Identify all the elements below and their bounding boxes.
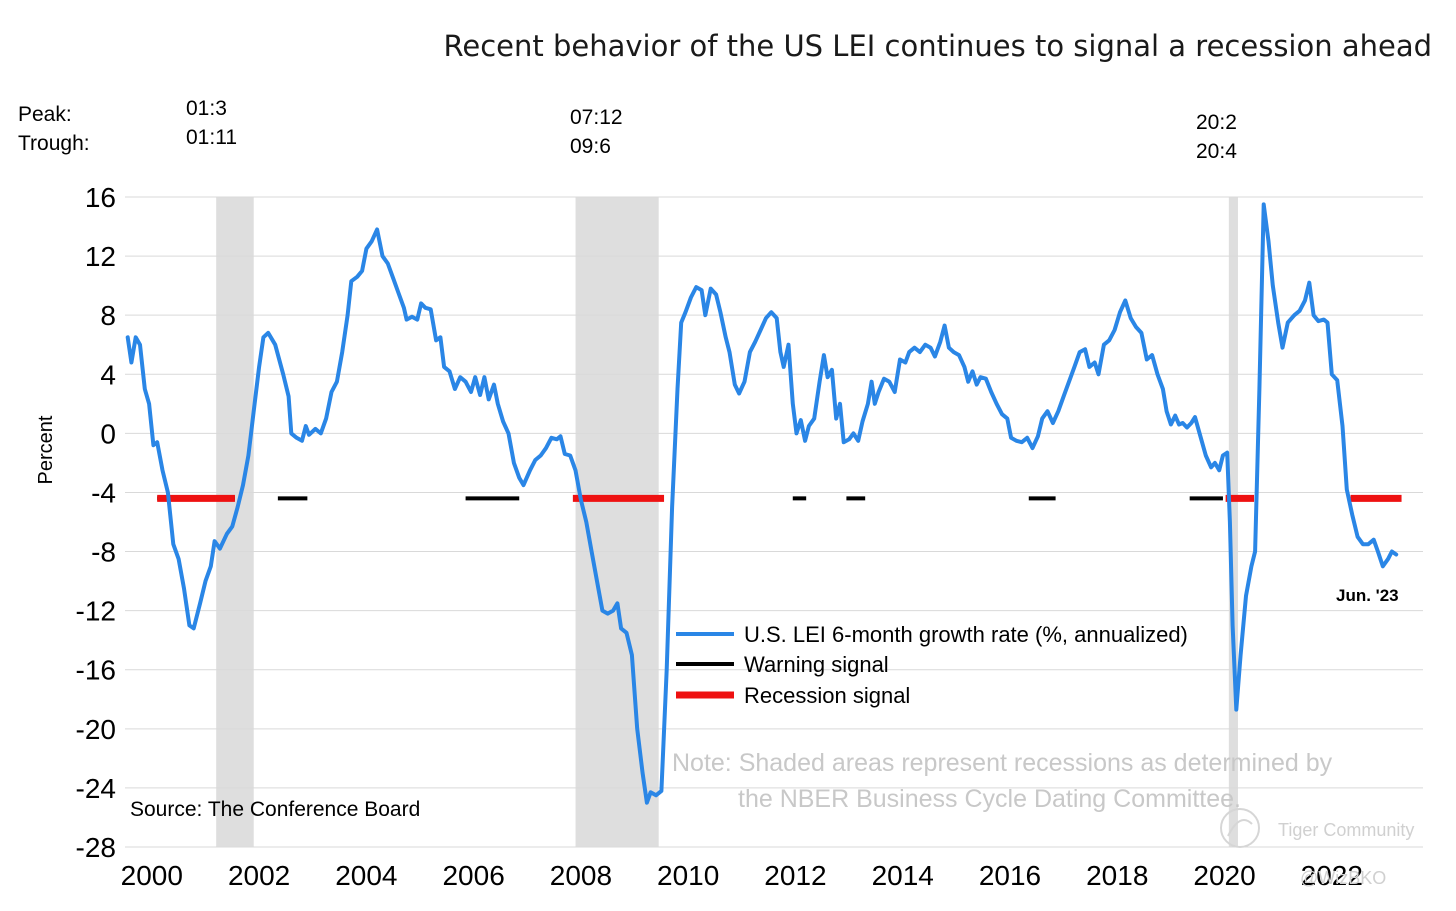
y-tick-label: 4 — [100, 359, 116, 390]
x-tick-label: 2004 — [335, 860, 397, 891]
y-tick-label: 0 — [100, 418, 116, 449]
watermark-handle: @WizBKO — [1300, 868, 1386, 888]
tiger-logo-icon — [1220, 808, 1260, 848]
end-point-label: Jun. '23 — [1336, 586, 1399, 605]
y-tick-label: -20 — [76, 714, 116, 745]
x-tick-label: 2018 — [1086, 860, 1148, 891]
y-tick-label: -8 — [91, 537, 116, 568]
trough-label: Trough: — [18, 132, 90, 155]
x-tick-label: 2008 — [550, 860, 612, 891]
recession-band-3 — [1228, 197, 1238, 847]
lei-growth-line — [125, 202, 1399, 805]
y-tick-label: -12 — [76, 596, 116, 627]
y-tick-label: 8 — [100, 300, 116, 331]
peak-label: Peak: — [18, 103, 72, 126]
watermark: Tiger Community @WizBKO — [1220, 808, 1414, 888]
x-tick-label: 2006 — [442, 860, 504, 891]
x-tick-label: 2020 — [1193, 860, 1255, 891]
y-tick-label: -28 — [76, 832, 116, 863]
y-axis-ticks: 16 12 8 4 0 -4 -8 -12 -16 -20 -24 -28 — [76, 182, 116, 863]
x-tick-label: 2012 — [764, 860, 826, 891]
x-tick-label: 2022 — [1301, 860, 1363, 891]
series-lines — [125, 202, 1399, 805]
x-tick-label: 2002 — [228, 860, 290, 891]
cycle-3-trough: 20:4 — [1196, 140, 1237, 163]
cycle-1-trough: 01:11 — [186, 126, 237, 149]
cycle-1-peak: 01:3 — [186, 97, 227, 120]
recession-band-2 — [575, 197, 659, 847]
y-tick-label: -16 — [76, 655, 116, 686]
recession-shading — [216, 197, 1238, 847]
cycle-2-trough: 09:6 — [570, 135, 611, 158]
legend-label-lei: U.S. LEI 6-month growth rate (%, annuali… — [744, 622, 1188, 647]
note-line-2: the NBER Business Cycle Dating Committee… — [738, 785, 1241, 813]
y-tick-label: -24 — [76, 773, 116, 804]
cycle-3-peak: 20:2 — [1196, 111, 1237, 134]
y-tick-label: 12 — [85, 241, 116, 272]
y-tick-label: -4 — [91, 477, 116, 508]
x-tick-label: 2016 — [979, 860, 1041, 891]
watermark-brand: Tiger Community — [1278, 820, 1414, 840]
source-note: Source: The Conference Board — [130, 798, 420, 821]
y-tick-label: 16 — [85, 182, 116, 213]
tiger-logo-stroke-icon — [1227, 819, 1253, 837]
cycle-2-peak: 07:12 — [570, 106, 623, 129]
legend: U.S. LEI 6-month growth rate (%, annuali… — [676, 622, 1188, 708]
x-tick-label: 2014 — [872, 860, 934, 891]
x-axis-ticks: 2000 2002 2004 2006 2008 2010 2012 2014 2016 2018… — [121, 860, 1363, 891]
grid-lines — [125, 196, 1423, 848]
x-tick-label: 2000 — [121, 860, 183, 891]
x-tick-label: 2010 — [657, 860, 719, 891]
y-axis-label: Percent — [35, 415, 57, 484]
note-line-1: Note: Shaded areas represent recessions … — [672, 749, 1333, 777]
legend-label-recession: Recession signal — [744, 683, 910, 708]
legend-label-warning: Warning signal — [744, 652, 889, 677]
chart-title: Recent behavior of the US LEI continues … — [444, 29, 1432, 63]
